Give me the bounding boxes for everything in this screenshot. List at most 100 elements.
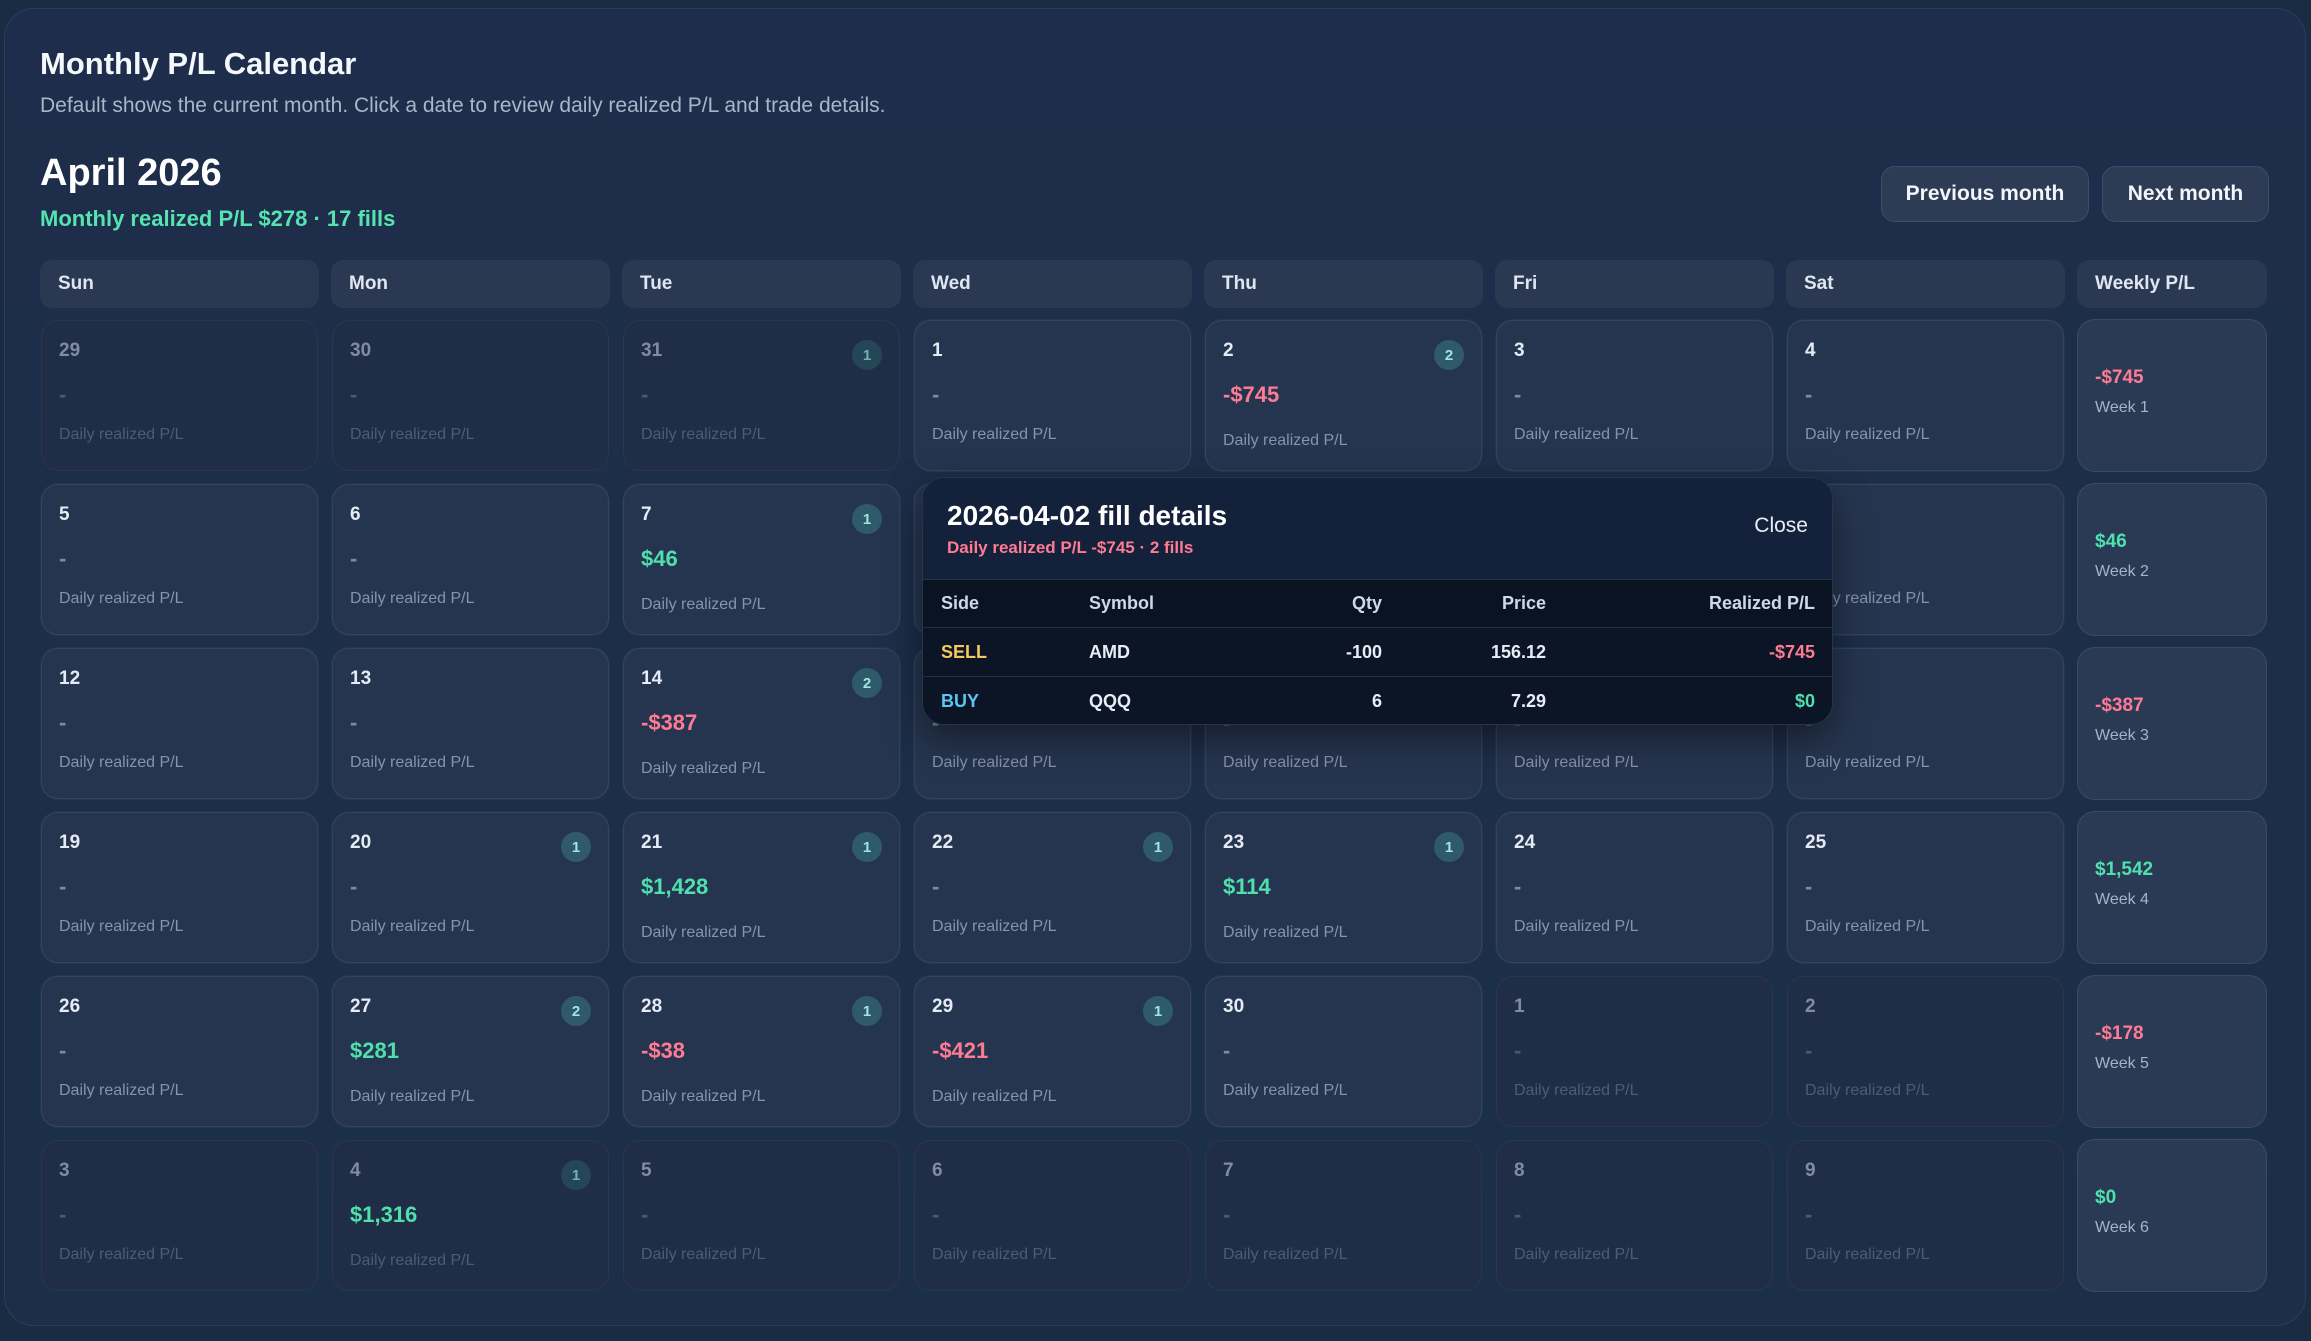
daily-pl-label: Daily realized P/L: [932, 426, 1057, 443]
table-row: SELL AMD -100 156.12 -$745: [923, 627, 1832, 676]
day-cell[interactable]: 22 1 - Daily realized P/L: [913, 811, 1192, 964]
weekly-pl-cell: -$178 Week 5: [2077, 975, 2267, 1128]
day-cell[interactable]: 7 - Daily realized P/L: [1204, 1139, 1483, 1292]
next-month-button[interactable]: Next month: [2102, 166, 2269, 222]
header-qty: Qty: [1351, 593, 1382, 613]
day-cell[interactable]: 9 - Daily realized P/L: [1786, 1139, 2065, 1292]
day-number: 30: [350, 340, 372, 361]
day-cell[interactable]: 21 1 $1,428 Daily realized P/L: [622, 811, 901, 964]
fill-side: BUY: [941, 690, 980, 711]
daily-pl-value: -: [350, 874, 358, 899]
daily-pl-value: -: [932, 382, 940, 407]
day-cell[interactable]: 26 - Daily realized P/L: [40, 975, 319, 1128]
daily-pl-label: Daily realized P/L: [350, 918, 475, 935]
daily-pl-value: -: [1514, 1202, 1522, 1227]
day-number: 14: [641, 668, 663, 689]
day-cell[interactable]: 30 - Daily realized P/L: [331, 319, 610, 472]
day-number: 25: [1805, 832, 1827, 853]
header-symbol: Symbol: [1089, 593, 1155, 613]
fill-symbol: QQQ: [1089, 690, 1132, 711]
day-number: 5: [641, 1160, 652, 1181]
day-number: 7: [641, 504, 652, 525]
daily-pl-label: Daily realized P/L: [932, 754, 1057, 771]
daily-pl-label: Daily realized P/L: [641, 1088, 766, 1105]
fills-table-header: Side Symbol Qty Price Realized P/L: [923, 579, 1832, 627]
day-cell[interactable]: 7 1 $46 Daily realized P/L: [622, 483, 901, 636]
day-cell[interactable]: 14 2 -$387 Daily realized P/L: [622, 647, 901, 800]
day-number: 30: [1223, 996, 1245, 1017]
day-number: 6: [932, 1160, 943, 1181]
day-cell[interactable]: 2 2 -$745 Daily realized P/L: [1204, 319, 1483, 472]
day-cell[interactable]: 29 1 -$421 Daily realized P/L: [913, 975, 1192, 1128]
daily-pl-value: -: [59, 546, 67, 571]
fill-count-badge: 1: [561, 1160, 591, 1190]
day-number: 19: [59, 832, 81, 853]
table-row: BUY QQQ 6 7.29 $0: [923, 676, 1832, 724]
popup-header: [923, 478, 1832, 579]
daily-pl-value: -: [1223, 1038, 1231, 1063]
day-cell[interactable]: 2 - Daily realized P/L: [1786, 975, 2065, 1128]
month-title: April 2026: [40, 152, 222, 194]
day-cell[interactable]: 1 - Daily realized P/L: [913, 319, 1192, 472]
fill-count-badge: 1: [561, 832, 591, 862]
day-cell[interactable]: 20 1 - Daily realized P/L: [331, 811, 610, 964]
daily-pl-value: -$387: [641, 710, 698, 735]
daily-pl-value: -: [641, 1202, 649, 1227]
day-cell[interactable]: 6 - Daily realized P/L: [913, 1139, 1192, 1292]
close-button[interactable]: Close: [1754, 514, 1808, 537]
day-number: 13: [350, 668, 372, 689]
day-cell[interactable]: 5 - Daily realized P/L: [40, 483, 319, 636]
daily-pl-value: -: [1514, 382, 1522, 407]
day-number: 4: [350, 1160, 361, 1181]
daily-pl-value: -: [59, 382, 67, 407]
day-cell[interactable]: 19 - Daily realized P/L: [40, 811, 319, 964]
day-number: 9: [1805, 1160, 1816, 1181]
fill-count-badge: 2: [1434, 340, 1464, 370]
day-cell[interactable]: 13 - Daily realized P/L: [331, 647, 610, 800]
day-number: 4: [1805, 340, 1816, 361]
daily-pl-value: -: [350, 546, 358, 571]
day-cell[interactable]: 28 1 -$38 Daily realized P/L: [622, 975, 901, 1128]
daily-pl-label: Daily realized P/L: [350, 426, 475, 443]
column-header-weekly: Weekly P/L: [2077, 260, 2267, 308]
fill-count-badge: 1: [1434, 832, 1464, 862]
daily-pl-label: Daily realized P/L: [641, 1246, 766, 1263]
week-label: Week 3: [2095, 727, 2149, 744]
header-realized-pl: Realized P/L: [1708, 593, 1815, 613]
calendar-grid: Sun Mon Tue Wed Thu Fri Sat Weekly P/L 2…: [40, 260, 2269, 1292]
column-header-mon: Mon: [331, 260, 610, 308]
daily-pl-label: Daily realized P/L: [1805, 1082, 1930, 1099]
day-cell[interactable]: 8 - Daily realized P/L: [1495, 1139, 1774, 1292]
day-cell[interactable]: 3 - Daily realized P/L: [1495, 319, 1774, 472]
fill-count-badge: 1: [852, 832, 882, 862]
day-cell[interactable]: 30 - Daily realized P/L: [1204, 975, 1483, 1128]
fill-count-badge: 1: [852, 996, 882, 1026]
popup-title: 2026-04-02 fill details: [947, 500, 1228, 531]
day-cell[interactable]: 5 - Daily realized P/L: [622, 1139, 901, 1292]
day-number: 2: [1223, 340, 1234, 361]
day-cell[interactable]: 31 1 - Daily realized P/L: [622, 319, 901, 472]
day-cell[interactable]: 6 - Daily realized P/L: [331, 483, 610, 636]
day-cell[interactable]: 3 - Daily realized P/L: [40, 1139, 319, 1292]
day-cell[interactable]: 27 2 $281 Daily realized P/L: [331, 975, 610, 1128]
day-cell[interactable]: 1 - Daily realized P/L: [1495, 975, 1774, 1128]
previous-month-button[interactable]: Previous month: [1881, 166, 2089, 222]
day-number: 2: [1805, 996, 1816, 1017]
day-cell[interactable]: 24 - Daily realized P/L: [1495, 811, 1774, 964]
day-cell[interactable]: 4 1 $1,316 Daily realized P/L: [331, 1139, 610, 1292]
day-cell[interactable]: 25 - Daily realized P/L: [1786, 811, 2065, 964]
fill-count-badge: 1: [852, 340, 882, 370]
daily-pl-label: Daily realized P/L: [1805, 1246, 1930, 1263]
day-number: 12: [59, 668, 81, 689]
day-cell[interactable]: 23 1 $114 Daily realized P/L: [1204, 811, 1483, 964]
daily-pl-label: Daily realized P/L: [350, 590, 475, 607]
daily-pl-value: -: [1514, 1038, 1522, 1063]
daily-pl-value: $1,316: [350, 1202, 418, 1227]
day-cell[interactable]: 12 - Daily realized P/L: [40, 647, 319, 800]
day-cell[interactable]: 29 - Daily realized P/L: [40, 319, 319, 472]
daily-pl-value: -$38: [641, 1038, 686, 1063]
day-cell[interactable]: 4 - Daily realized P/L: [1786, 319, 2065, 472]
fill-qty: -100: [1345, 641, 1382, 662]
day-number: 7: [1223, 1160, 1234, 1181]
header-price: Price: [1501, 593, 1546, 613]
